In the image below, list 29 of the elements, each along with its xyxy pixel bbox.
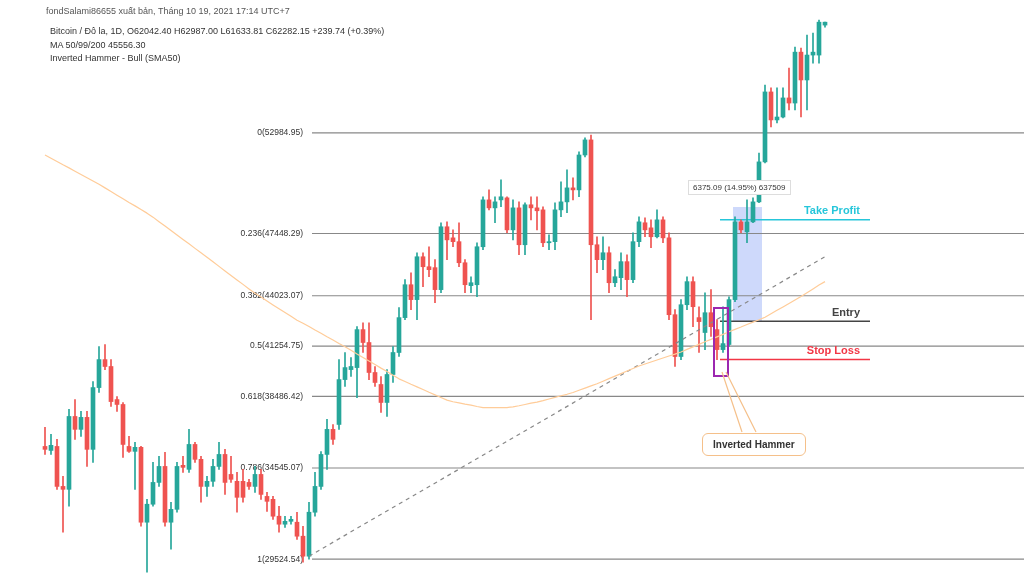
candlestick [228, 456, 234, 483]
candlestick [498, 179, 504, 208]
candlestick [348, 357, 354, 377]
ref-line-label: Stop Loss [806, 344, 860, 357]
ref-line-label: 0.382(44023.07) [240, 290, 304, 301]
ref-line-label: Entry [831, 305, 861, 318]
ref-line-label: Take Profit [803, 204, 861, 217]
candlestick [528, 196, 534, 221]
ref-line-label: 0.5(41254.75) [250, 340, 304, 351]
ref-line-label: 0(52984.95) [257, 127, 304, 138]
annotation: 6375.09 (14.95%) 637509 [688, 180, 791, 195]
candlestick [60, 476, 66, 533]
annotation: MA 50/99/200 45556.30 [50, 40, 146, 50]
candlestick [696, 306, 702, 353]
candlestick [720, 306, 726, 353]
candlestick [426, 246, 432, 278]
ref-line-label: 0.786(34545.07) [240, 462, 304, 473]
candlestick [132, 442, 138, 490]
annotation: Inverted Hammer - Bull (SMA50) [50, 53, 181, 63]
candlestick [180, 456, 186, 473]
candlestick [546, 234, 552, 250]
ref-line-label: 0.236(47448.29) [240, 227, 304, 238]
candlestick [42, 427, 48, 455]
text: Bitcoin / Đô la, 1D, O62042.40 H62987.00 L61633.81 C62282.15 +239.74 (+0.39%) [50, 26, 385, 36]
candlestick [600, 236, 606, 270]
candlestick [468, 276, 474, 294]
ref-line-label: 0.618(38486.42) [240, 390, 304, 401]
text: fondSalami86655 xuất bản, Tháng 10 19, 2021 17:14 UTC+7 [46, 6, 290, 16]
annotation: Inverted Hammer [702, 433, 806, 456]
